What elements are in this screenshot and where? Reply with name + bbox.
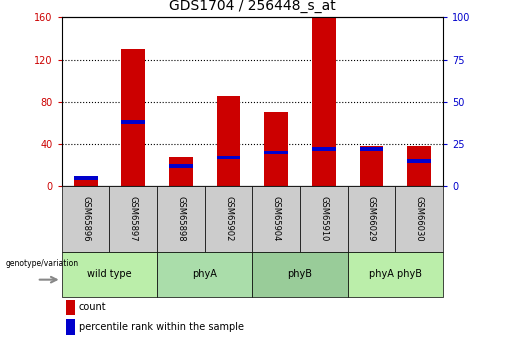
Text: GSM65902: GSM65902 <box>224 196 233 242</box>
Bar <box>122 49 145 186</box>
Bar <box>359 146 383 186</box>
Text: GSM66030: GSM66030 <box>415 196 423 242</box>
Bar <box>65 319 75 335</box>
Bar <box>169 164 193 168</box>
Bar <box>157 186 204 252</box>
Text: GSM65897: GSM65897 <box>129 196 138 242</box>
Bar <box>122 120 145 124</box>
Text: phyA: phyA <box>192 269 217 279</box>
Text: count: count <box>79 303 107 313</box>
Text: phyA phyB: phyA phyB <box>369 269 422 279</box>
Bar <box>300 186 348 252</box>
Text: GSM65896: GSM65896 <box>81 196 90 242</box>
Bar <box>264 151 288 154</box>
Bar <box>217 156 241 159</box>
Bar <box>407 146 431 186</box>
Text: GSM65904: GSM65904 <box>272 196 281 242</box>
Bar <box>395 186 443 252</box>
Bar <box>109 186 157 252</box>
Text: wild type: wild type <box>87 269 132 279</box>
Bar <box>359 147 383 151</box>
Text: genotype/variation: genotype/variation <box>5 259 78 268</box>
Bar <box>348 252 443 297</box>
Bar <box>74 176 97 186</box>
Bar <box>407 159 431 163</box>
Bar <box>217 97 241 186</box>
Bar <box>169 157 193 186</box>
Text: GSM65910: GSM65910 <box>319 196 328 242</box>
Bar <box>62 252 157 297</box>
Text: percentile rank within the sample: percentile rank within the sample <box>79 322 244 332</box>
Text: GSM65898: GSM65898 <box>177 196 185 242</box>
Bar <box>157 252 252 297</box>
Bar <box>252 252 348 297</box>
Bar <box>74 176 97 180</box>
Title: GDS1704 / 256448_s_at: GDS1704 / 256448_s_at <box>169 0 336 13</box>
Text: GSM66029: GSM66029 <box>367 196 376 242</box>
Bar <box>348 186 395 252</box>
Bar <box>312 17 336 186</box>
Bar <box>264 112 288 186</box>
Bar <box>65 299 75 315</box>
Bar <box>312 147 336 151</box>
Text: phyB: phyB <box>287 269 313 279</box>
Bar <box>204 186 252 252</box>
Bar <box>62 186 109 252</box>
Bar <box>252 186 300 252</box>
